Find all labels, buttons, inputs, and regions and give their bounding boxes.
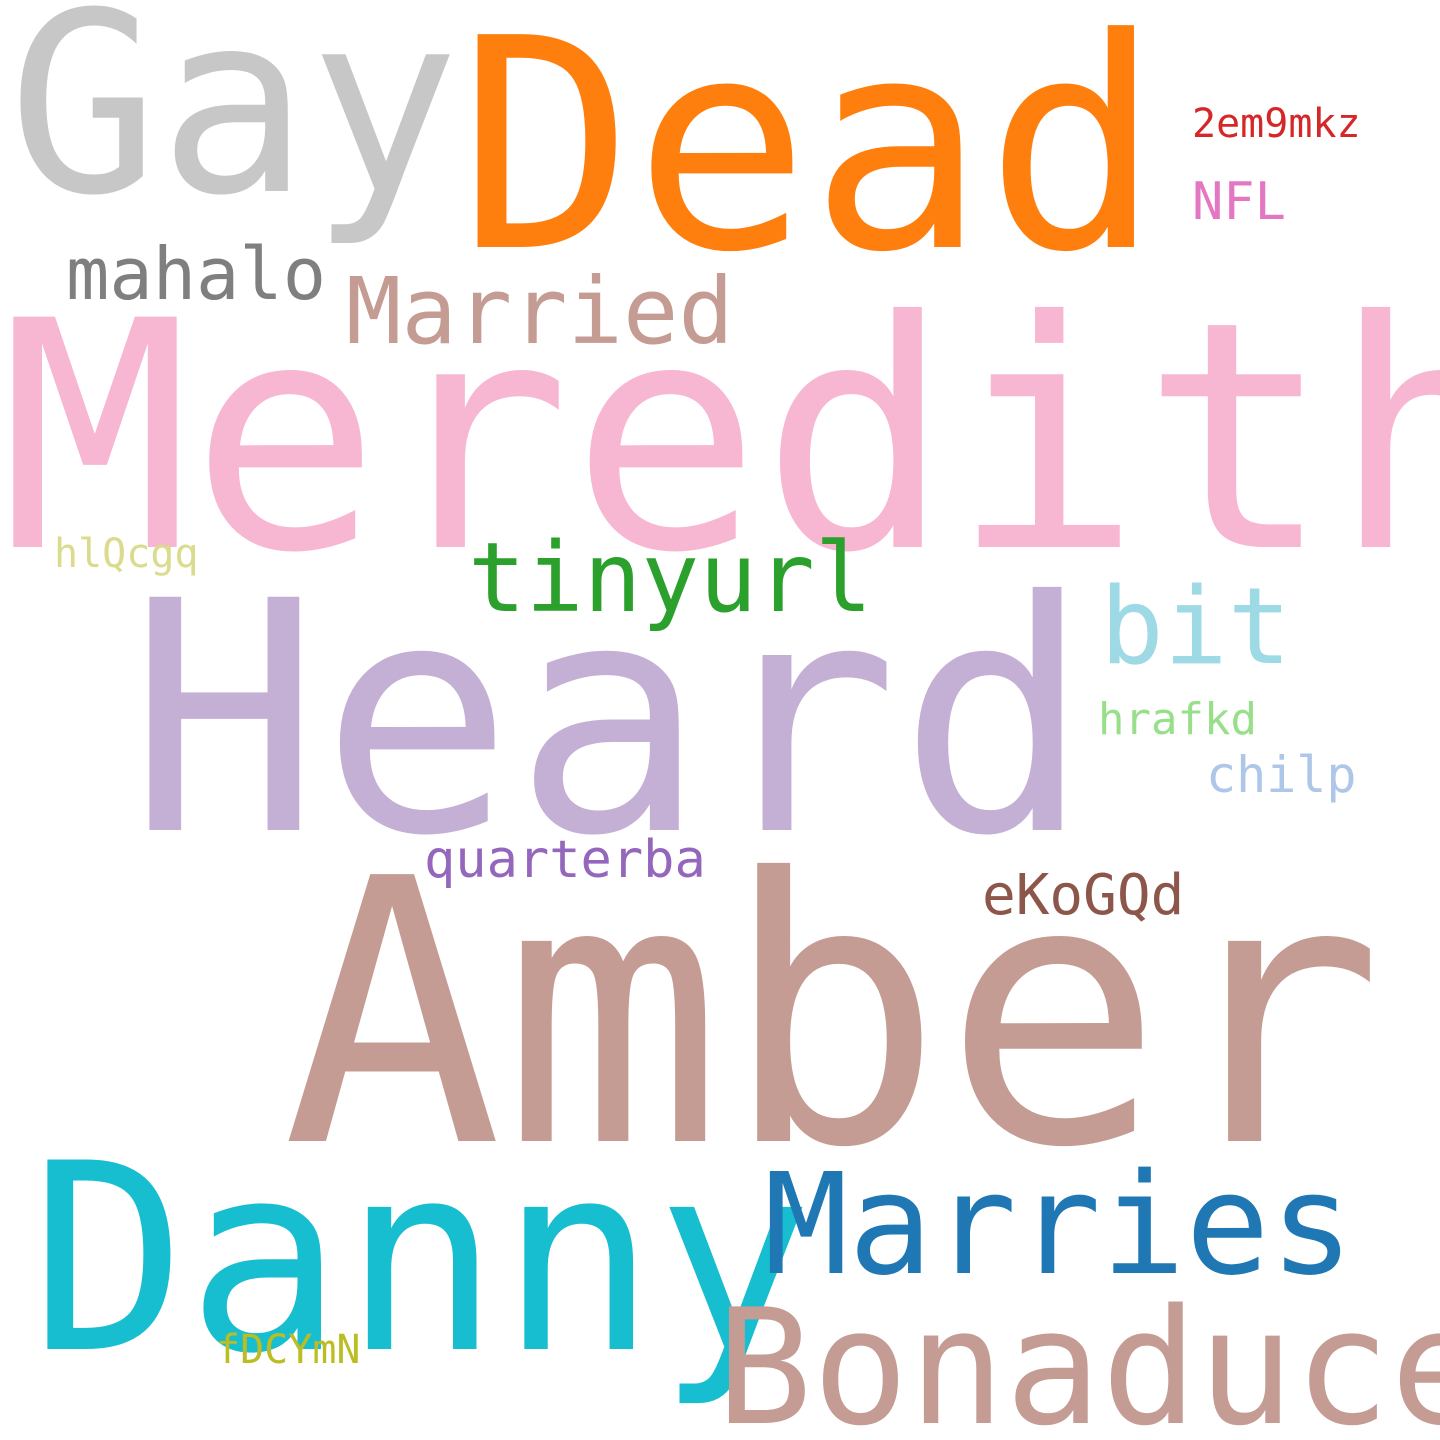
- word-gay: Gay: [8, 0, 460, 250]
- word-married: Married: [346, 258, 734, 365]
- word-ekogqd: eKoGQd: [982, 863, 1185, 928]
- word-tinyurl: tinyurl: [468, 522, 873, 634]
- word-chilp: chilp: [1206, 746, 1357, 804]
- word-meredith: Meredith: [0, 254, 1440, 622]
- word-heard: Heard: [128, 534, 1092, 906]
- word-2em9mkz: 2em9mkz: [1192, 101, 1361, 147]
- word-hlqcgq: hlQcgq: [54, 531, 199, 577]
- word-quarterba: quarterba: [424, 830, 706, 890]
- word-dead: Dead: [458, 0, 1162, 316]
- word-danny: Danny: [30, 1109, 813, 1411]
- word-bit: bit: [1100, 565, 1292, 688]
- word-fdcymn: fDCYmN: [216, 1327, 361, 1373]
- word-amber: Amber: [282, 802, 1384, 1228]
- word-bonaduce: Bonaduce: [716, 1274, 1440, 1440]
- word-marries: Marries: [764, 1144, 1355, 1307]
- word-nfl: NFL: [1192, 172, 1286, 232]
- word-mahalo: mahalo: [66, 232, 327, 316]
- word-hrafkd: hrafkd: [1098, 694, 1257, 745]
